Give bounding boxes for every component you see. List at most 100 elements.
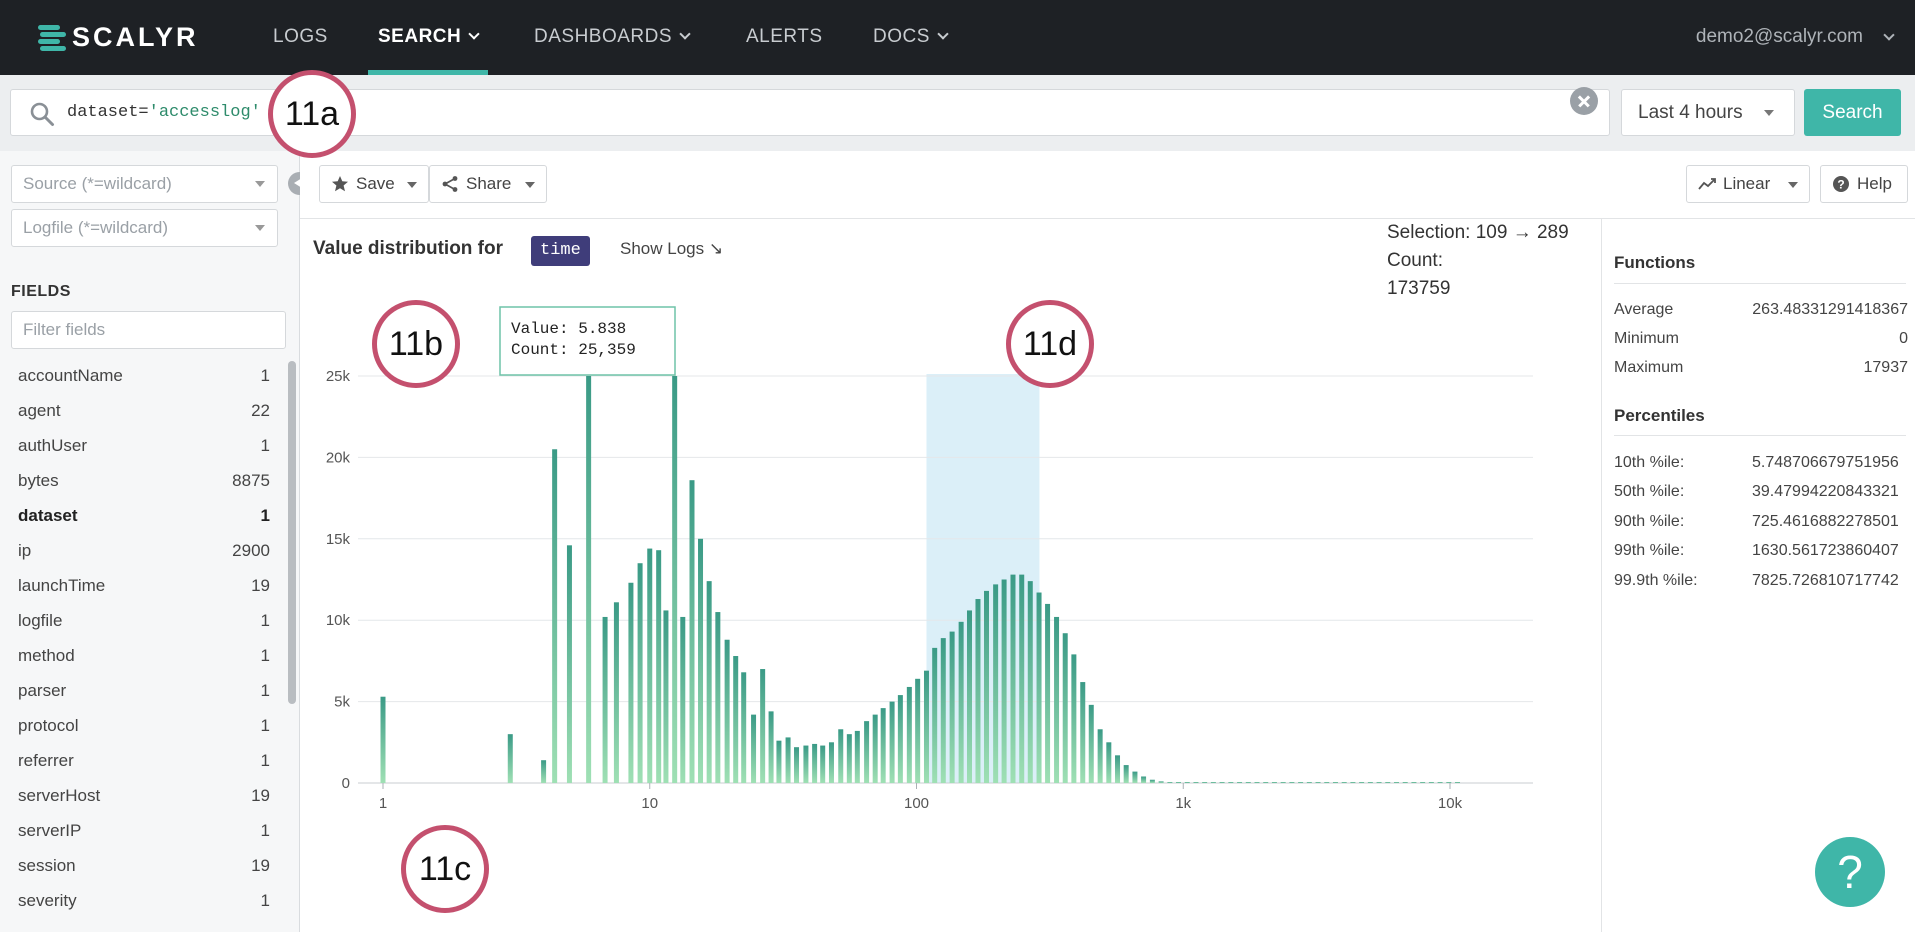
trend-line-icon: [1698, 178, 1716, 190]
star-icon: [332, 176, 348, 192]
histogram-bar: [1237, 782, 1243, 783]
histogram-bar: [715, 612, 721, 783]
fields-sidebar: Source (*=wildcard) Logfile (*=wildcard)…: [0, 151, 300, 932]
share-button[interactable]: Share: [429, 165, 547, 203]
percentile-row: 50th %ile: 39.47994220843321: [1614, 477, 1908, 506]
histogram-bar: [1411, 782, 1417, 783]
filter-fields-placeholder: Filter fields: [23, 320, 106, 339]
field-item[interactable]: logfile 1: [18, 603, 270, 638]
show-logs-link[interactable]: Show Logs ↘: [620, 239, 724, 258]
x-tick-label: 1k: [1175, 795, 1191, 812]
histogram-bar: [1324, 782, 1330, 783]
query-input[interactable]: dataset='accesslog': [10, 89, 1610, 136]
logfile-filter[interactable]: Logfile (*=wildcard): [11, 209, 278, 247]
nav-search[interactable]: SEARCH: [368, 0, 489, 75]
percentile-value: 7825.726810717742: [1752, 572, 1899, 589]
histogram-bar: [566, 545, 572, 783]
field-count: 1: [260, 436, 270, 455]
annotation-11d: 11d: [1006, 300, 1094, 388]
value-distribution-chart[interactable]: 0 5k 10k 15k 20k 25k 1 10 100 1k 10k Value: 5.838 …: [300, 280, 1595, 840]
field-item[interactable]: protocol 1: [18, 708, 270, 743]
histogram-bar: [1376, 782, 1382, 783]
help-button[interactable]: ? Help: [1820, 165, 1908, 203]
field-name: launchTime: [18, 576, 106, 595]
selection-count-value: 173759: [1387, 278, 1451, 299]
percentile-value: 1630.561723860407: [1752, 542, 1899, 559]
nav-alerts[interactable]: ALERTS: [746, 0, 823, 75]
time-range-select[interactable]: Last 4 hours: [1621, 89, 1795, 136]
field-item[interactable]: dataset 1: [18, 498, 270, 533]
field-item[interactable]: ip 2900: [18, 533, 270, 568]
histogram-bar: [776, 740, 782, 783]
percentile-label: 99.9th %ile:: [1614, 572, 1698, 589]
histogram-bar: [803, 745, 809, 783]
field-tag[interactable]: time: [531, 236, 590, 266]
percentile-value: 5.748706679751956: [1752, 454, 1899, 471]
field-item[interactable]: referrer 1: [18, 743, 270, 778]
source-filter[interactable]: Source (*=wildcard): [11, 165, 278, 203]
scalyr-logo[interactable]: SCALYR: [38, 20, 199, 54]
histogram-bar: [689, 480, 695, 783]
histogram-bar: [1446, 782, 1452, 783]
user-menu[interactable]: demo2@scalyr.com: [1695, 0, 1895, 75]
clear-query-icon[interactable]: [1570, 87, 1598, 115]
help-fab-button[interactable]: ?: [1815, 837, 1885, 907]
search-icon: [30, 102, 54, 126]
y-tick-label: 15k: [326, 531, 351, 548]
annotation-11b: 11b: [372, 300, 460, 388]
nav-logs-label: LOGS: [273, 26, 328, 47]
stats-panel: Functions Average 263.48331291418367 Mini…: [1601, 219, 1915, 932]
field-item[interactable]: severity 1: [18, 883, 270, 918]
field-count: 22: [251, 401, 270, 420]
field-item[interactable]: bytes 8875: [18, 463, 270, 498]
filter-fields-input[interactable]: Filter fields: [11, 311, 286, 349]
histogram-bar: [1088, 704, 1094, 783]
scale-select[interactable]: Linear: [1686, 165, 1810, 203]
search-button[interactable]: Search: [1804, 89, 1901, 136]
field-count: 8875: [232, 471, 270, 490]
field-item[interactable]: parser 1: [18, 673, 270, 708]
field-count: 1: [260, 506, 270, 525]
histogram-bar: [1027, 581, 1033, 783]
histogram-bar: [812, 743, 818, 783]
nav-docs[interactable]: DOCS: [873, 0, 949, 75]
logo-text: SCALYR: [72, 21, 199, 52]
field-item[interactable]: session 19: [18, 848, 270, 883]
percentile-label: 10th %ile:: [1614, 454, 1685, 471]
histogram-bar: [1062, 633, 1068, 783]
field-item[interactable]: launchTime 19: [18, 568, 270, 603]
histogram-bar: [838, 729, 844, 783]
field-name: dataset: [18, 506, 78, 525]
user-email: demo2@scalyr.com: [1695, 26, 1863, 47]
histogram-bar: [880, 708, 886, 783]
chevron-down-icon: [679, 28, 691, 40]
nav-docs-label: DOCS: [873, 26, 930, 47]
field-name: method: [18, 646, 75, 665]
field-count: 1: [260, 366, 270, 385]
histogram-bar: [940, 638, 946, 783]
field-item[interactable]: accountName 1: [18, 358, 270, 393]
histogram-bar: [1080, 682, 1086, 783]
share-label: Share: [466, 174, 512, 193]
histogram-bar: [724, 639, 730, 783]
histogram-bar: [733, 656, 739, 783]
field-item[interactable]: authUser 1: [18, 428, 270, 463]
nav-dashboards[interactable]: DASHBOARDS: [534, 0, 691, 75]
save-button[interactable]: Save: [319, 165, 429, 203]
nav-logs[interactable]: LOGS: [273, 0, 328, 75]
field-item[interactable]: serverIP 1: [18, 813, 270, 848]
stat-average: Average 263.48331291418367: [1614, 295, 1908, 324]
functions-heading: Functions: [1614, 253, 1696, 272]
histogram-bar: [1141, 776, 1147, 783]
field-item[interactable]: agent 22: [18, 393, 270, 428]
annotation-11a: 11a: [268, 70, 356, 158]
sidebar-scrollbar[interactable]: [288, 361, 296, 704]
scale-label: Linear: [1723, 174, 1771, 193]
histogram-bar: [680, 616, 686, 783]
tooltip-value: Value: 5.838: [511, 320, 626, 338]
field-item[interactable]: method 1: [18, 638, 270, 673]
divider: [1614, 283, 1906, 284]
histogram-bar: [380, 696, 386, 783]
tooltip-box: [499, 306, 676, 376]
field-item[interactable]: serverHost 19: [18, 778, 270, 813]
